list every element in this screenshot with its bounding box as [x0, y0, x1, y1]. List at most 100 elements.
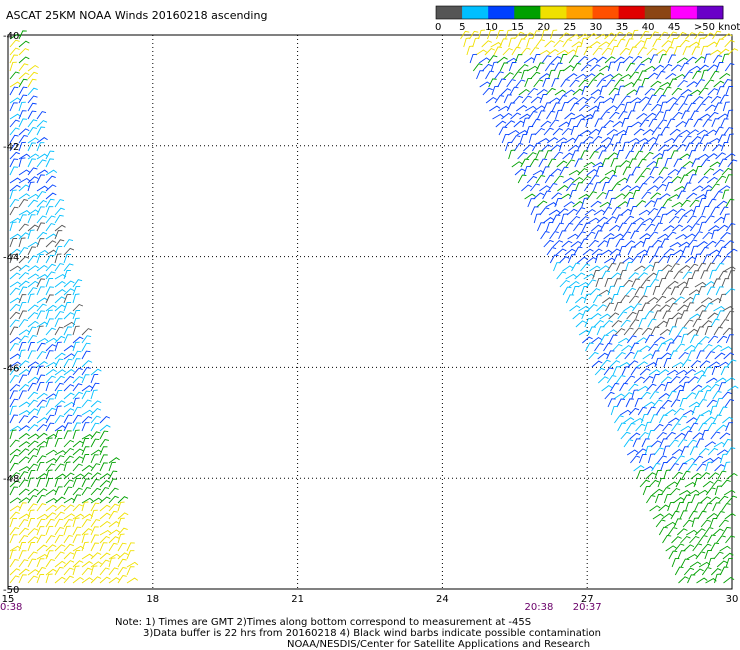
wind-barb	[648, 343, 659, 352]
wind-barb	[640, 279, 651, 288]
legend-label: 25	[563, 22, 576, 33]
wind-barb	[619, 382, 629, 392]
wind-barb	[538, 49, 551, 56]
wind-barb	[682, 381, 690, 392]
wind-barb	[633, 465, 645, 472]
wind-barb	[667, 280, 679, 288]
wind-barb	[27, 536, 39, 544]
wind-barb	[689, 65, 701, 72]
wind-barb	[63, 375, 75, 384]
wind-barb	[72, 494, 82, 504]
wind-barb	[702, 480, 714, 488]
wind-barb	[657, 233, 669, 240]
wind-barb	[608, 312, 620, 320]
wind-barb	[573, 223, 583, 232]
wind-barb	[36, 503, 47, 512]
wind-barb	[687, 574, 696, 584]
wind-barb	[684, 142, 694, 152]
wind-barb	[478, 57, 491, 64]
wind-barb	[27, 376, 39, 384]
wind-barb	[682, 160, 694, 168]
wind-barb	[638, 96, 650, 104]
wind-barb	[603, 120, 614, 128]
wind-barb	[619, 409, 632, 416]
wind-barb	[707, 422, 717, 432]
wind-barb	[671, 536, 682, 544]
wind-barb	[654, 246, 663, 256]
wind-barb	[585, 231, 596, 240]
wind-barb	[709, 161, 721, 168]
wind-barb	[36, 473, 48, 480]
wind-barb	[634, 150, 644, 160]
wind-barb	[512, 71, 522, 80]
wind-barb	[644, 200, 656, 208]
wind-barb	[574, 272, 586, 280]
wind-barb	[622, 392, 633, 400]
wind-barb	[676, 528, 688, 536]
wind-barb	[36, 526, 45, 536]
wind-barb	[567, 254, 576, 264]
wind-barb	[692, 432, 704, 440]
wind-barb	[36, 337, 49, 344]
wind-barb	[668, 78, 677, 88]
wind-barb	[672, 224, 683, 232]
wind-barb	[679, 265, 691, 272]
wind-barb	[63, 430, 72, 440]
wind-barb	[81, 399, 92, 408]
wind-barb	[9, 575, 20, 584]
wind-barb	[9, 568, 21, 576]
wind-barb	[90, 415, 101, 424]
wind-barb	[581, 197, 589, 208]
wind-barb	[90, 472, 102, 480]
wind-barb	[596, 101, 604, 112]
wind-barb	[675, 255, 686, 264]
wind-barb	[549, 119, 560, 128]
wind-barb	[726, 359, 737, 368]
wind-barb	[676, 281, 688, 288]
wind-barb	[9, 206, 19, 216]
wind-barb	[506, 102, 516, 112]
wind-barb	[126, 561, 139, 568]
wind-barb	[90, 454, 99, 464]
wind-barb	[27, 137, 39, 144]
wind-barb	[9, 448, 21, 456]
wind-barb	[81, 533, 89, 544]
wind-barb	[725, 198, 735, 208]
wind-barb	[565, 294, 575, 304]
wind-barb	[36, 199, 48, 208]
wind-barb	[18, 456, 30, 464]
wind-barb	[72, 463, 83, 472]
wind-barb	[668, 326, 677, 336]
wind-barb	[63, 479, 74, 488]
wind-barb	[530, 96, 542, 104]
wind-barb	[704, 215, 715, 224]
wind-barb	[72, 429, 80, 440]
wind-barb	[81, 486, 92, 496]
wind-barb	[651, 374, 660, 384]
wind-barb	[697, 153, 709, 160]
wind-barb	[707, 557, 715, 568]
wind-barb	[63, 575, 74, 584]
wind-barb	[584, 318, 593, 328]
wind-barb	[18, 541, 27, 552]
wind-barb	[9, 81, 22, 88]
wind-barb	[54, 335, 66, 344]
wind-barb	[63, 513, 75, 520]
wind-barb	[677, 326, 688, 336]
wind-barb	[108, 470, 118, 480]
wind-barb	[45, 150, 55, 160]
wind-barb	[602, 206, 613, 216]
wind-barb	[595, 56, 607, 64]
wind-barb	[706, 64, 718, 72]
wind-barb	[647, 297, 659, 304]
wind-barb	[522, 117, 530, 128]
wind-barb	[539, 93, 548, 104]
legend-swatch	[670, 6, 698, 19]
wind-barb	[9, 61, 17, 72]
wind-barb	[676, 143, 687, 152]
wind-barb	[716, 560, 728, 568]
wind-barb	[567, 233, 579, 240]
wind-barb	[45, 422, 55, 432]
wind-barb	[505, 29, 513, 40]
wind-barb	[27, 361, 39, 368]
